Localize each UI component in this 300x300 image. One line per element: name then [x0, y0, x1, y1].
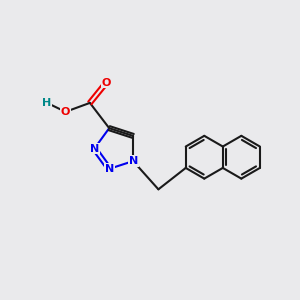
Text: N: N: [105, 164, 114, 174]
Text: O: O: [101, 78, 111, 88]
Text: O: O: [61, 107, 70, 117]
Text: N: N: [128, 156, 138, 166]
Text: H: H: [43, 98, 52, 108]
Text: N: N: [90, 143, 99, 154]
